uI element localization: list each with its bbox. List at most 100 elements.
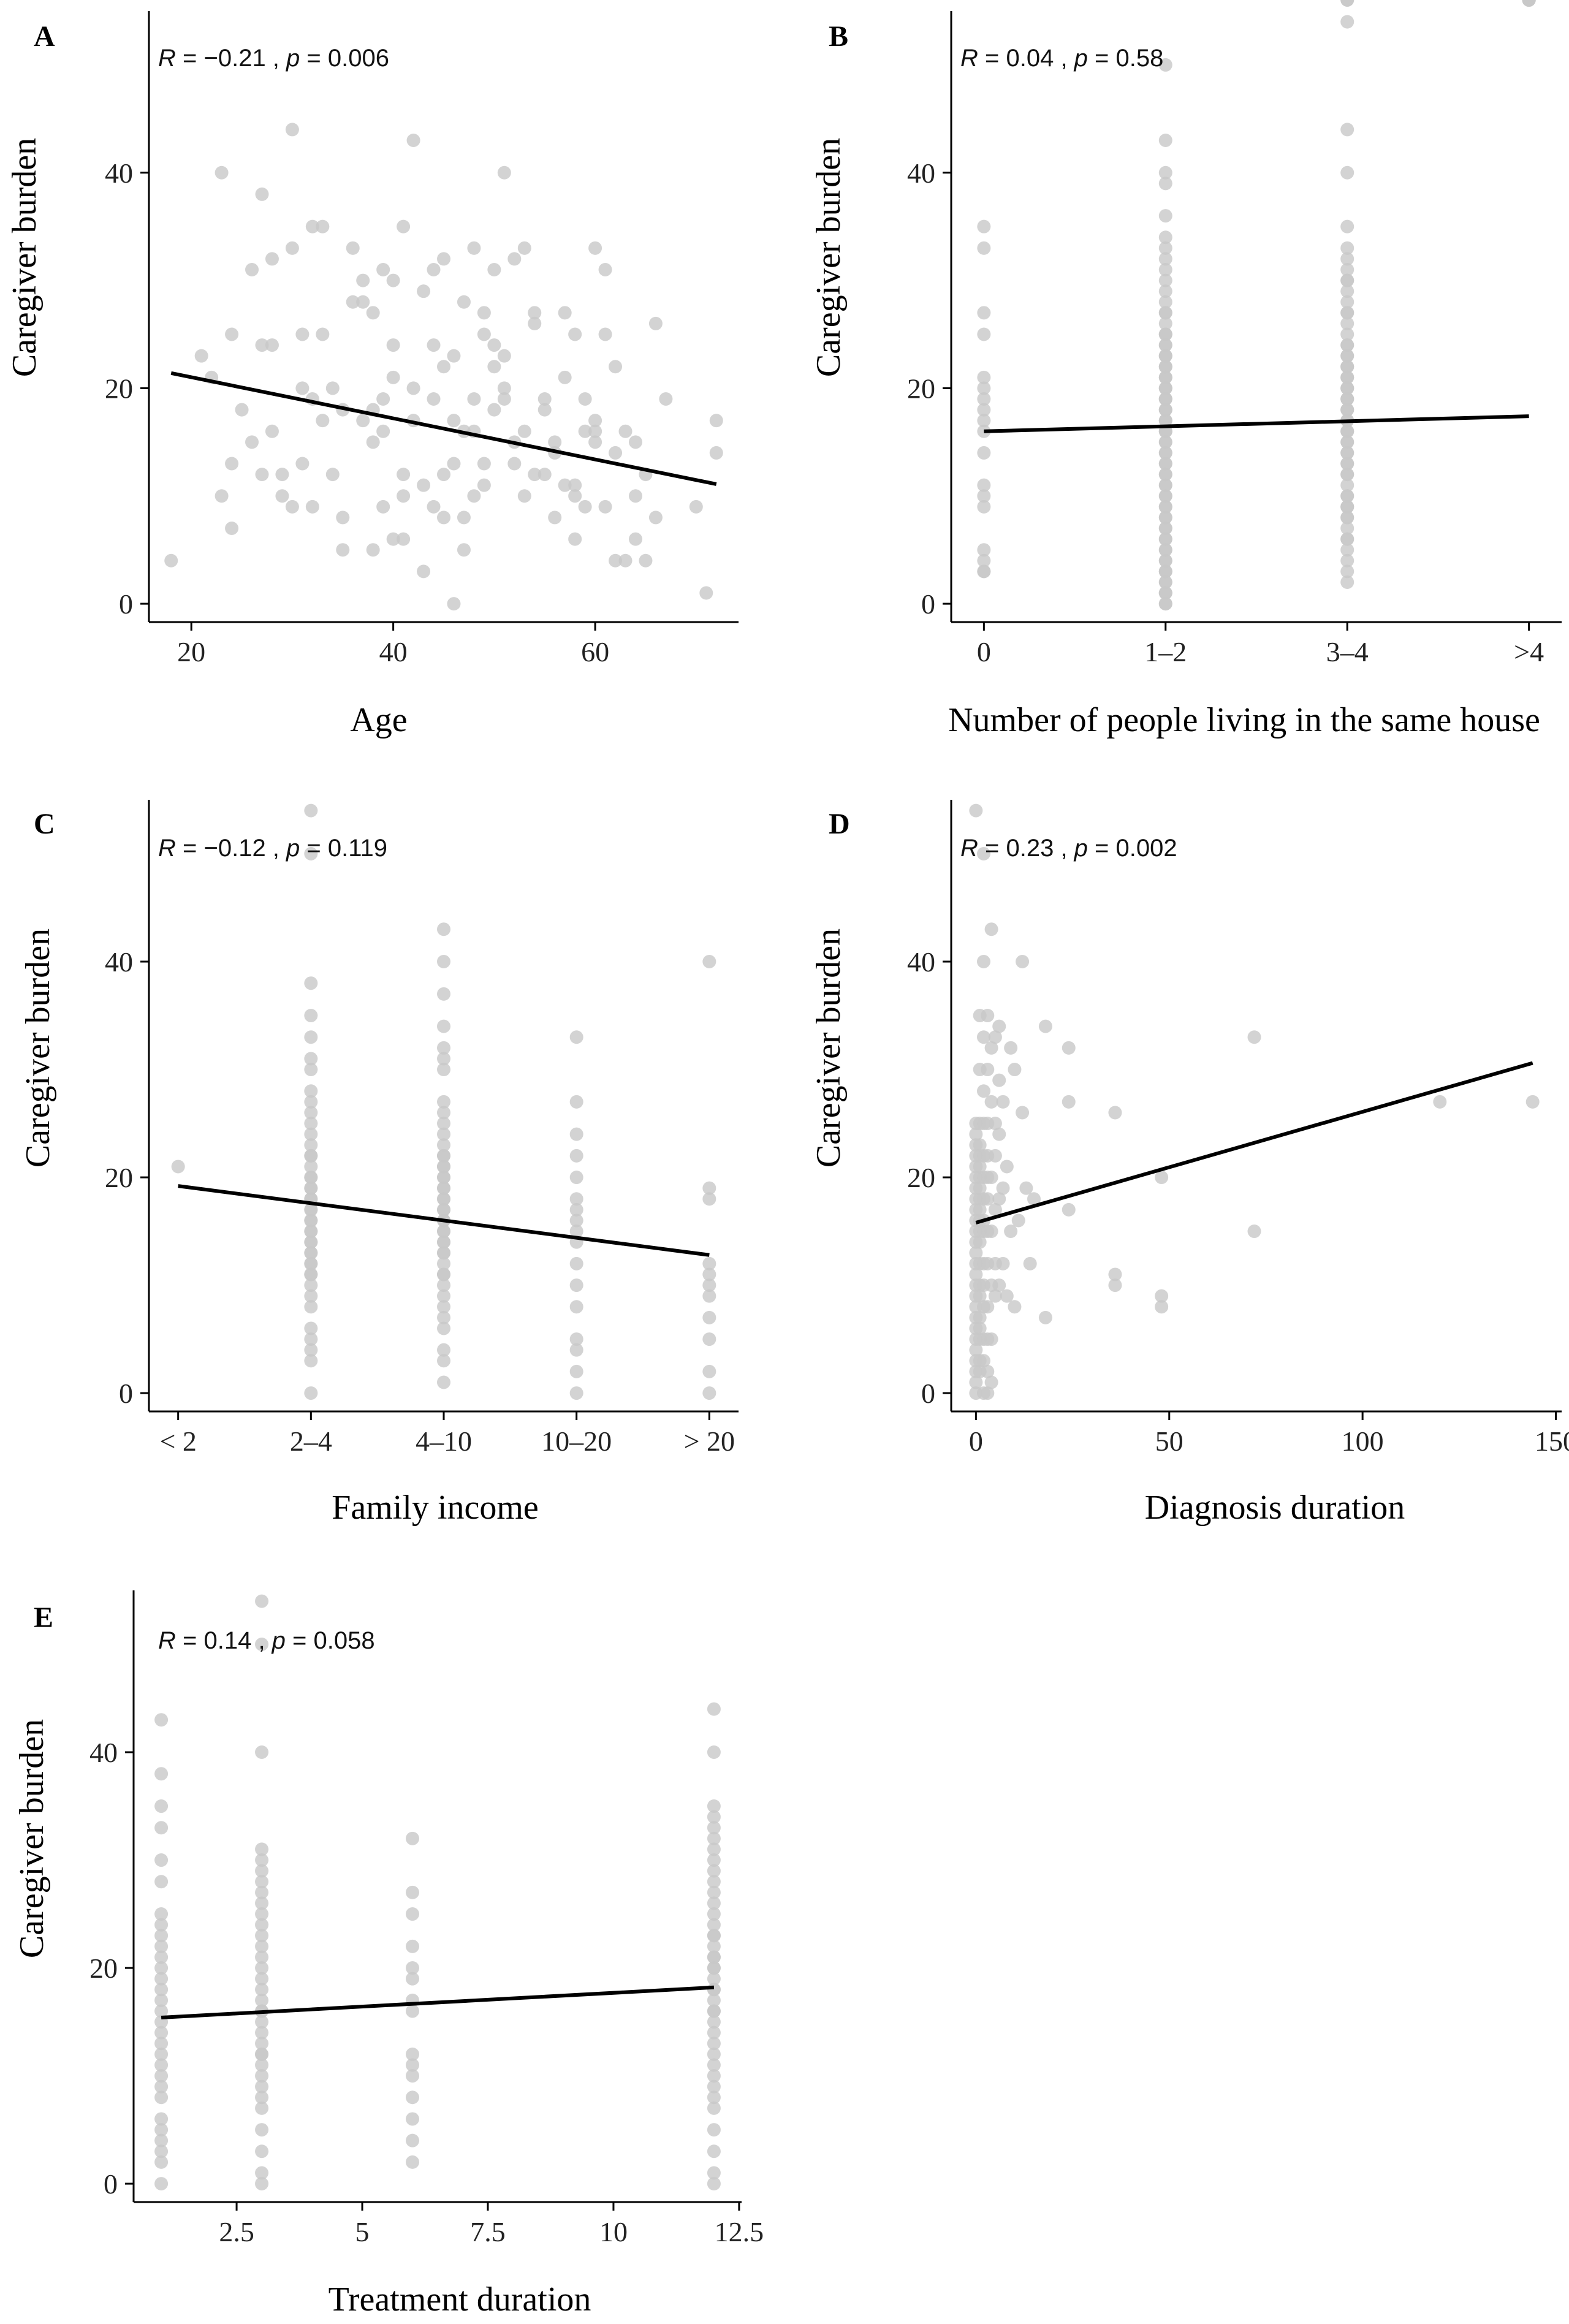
scatter-point (988, 1289, 1002, 1303)
scatter-point (437, 360, 450, 374)
scatter-point (992, 1019, 1006, 1033)
scatter-point (1340, 543, 1354, 557)
scatter-point (1158, 468, 1172, 482)
scatter-point (988, 1030, 1002, 1044)
scatter-point (981, 1192, 995, 1206)
scatter-point (1340, 252, 1354, 266)
scatter-point (406, 1885, 420, 1899)
r-value: = −0.21 , (183, 45, 286, 72)
scatter-point (709, 446, 723, 460)
scatter-point (235, 403, 249, 417)
scatter-point (304, 1332, 318, 1346)
scatter-point (154, 2090, 169, 2105)
scatter-point (154, 1918, 169, 1932)
scatter-point (304, 1063, 318, 1077)
scatter-point (973, 1202, 987, 1217)
scatter-point (569, 1386, 583, 1400)
scatter-point (1004, 1225, 1018, 1239)
scatter-point (977, 381, 991, 395)
scatter-point (981, 1009, 995, 1023)
scatter-point (707, 1993, 721, 2007)
scatter-point (255, 1875, 269, 1889)
scatter-point (707, 2123, 721, 2137)
scatter-point (406, 1939, 420, 1953)
scatter-point (437, 1375, 450, 1389)
scatter-point (1158, 273, 1172, 287)
scatter-point (569, 1213, 583, 1228)
scatter-point (255, 2015, 269, 2029)
scatter-point (406, 2155, 420, 2169)
scatter-point (598, 499, 612, 514)
scatter-point (437, 1052, 450, 1066)
scatter-point (304, 1386, 318, 1400)
scatter-point (707, 1983, 721, 1997)
scatter-point (558, 370, 572, 384)
y-tick-label: 20 (907, 1162, 935, 1193)
scatter-point (1340, 424, 1354, 438)
scatter-point (255, 1972, 269, 1986)
scatter-point (973, 1289, 987, 1303)
correlation-annotation: R = −0.21 , p = 0.006 (158, 45, 389, 72)
scatter-point (1340, 219, 1354, 234)
scatter-point (447, 597, 461, 611)
scatter-point (1158, 489, 1172, 503)
scatter-point (569, 1300, 583, 1314)
scatter-point (304, 1106, 318, 1120)
scatter-point (336, 511, 350, 525)
scatter-point (1340, 370, 1354, 384)
scatter-point (969, 1246, 983, 1260)
scatter-point (702, 1192, 716, 1206)
scatter-point (977, 392, 991, 406)
scatter-point (215, 165, 229, 180)
scatter-point (154, 2069, 169, 2083)
scatter-point (397, 468, 411, 482)
scatter-point (707, 2047, 721, 2061)
scatter-point (1108, 1267, 1122, 1282)
scatter-point (639, 553, 653, 568)
scatter-point (154, 1929, 169, 1943)
scatter-point (265, 338, 279, 352)
y-tick-label: 0 (921, 1378, 935, 1409)
scatter-point (977, 241, 991, 255)
scatter-point (569, 1095, 583, 1109)
scatter-point (981, 1386, 995, 1400)
y-tick-label: 40 (105, 946, 133, 978)
scatter-point (1158, 263, 1172, 277)
scatter-point (1027, 1192, 1041, 1206)
scatter-point (1340, 295, 1354, 309)
scatter-point (984, 1225, 998, 1239)
scatter-point (977, 306, 991, 320)
scatter-point (437, 1160, 450, 1174)
scatter-point (707, 2101, 721, 2115)
scatter-point (538, 392, 552, 406)
scatter-point (1247, 1030, 1261, 1044)
scatter-point (1004, 1041, 1018, 1055)
scatter-point (437, 1127, 450, 1141)
scatter-point (406, 1972, 420, 1986)
scatter-points (171, 803, 716, 1400)
y-tick-label: 40 (105, 158, 133, 189)
scatter-point (356, 295, 370, 309)
scatter-point (437, 1267, 450, 1282)
scatter-point (598, 327, 612, 341)
scatter-point (702, 1256, 716, 1270)
y-axis-title: Caregiver burden (810, 138, 848, 377)
regression-line (161, 1985, 715, 2020)
scatter-point (1158, 252, 1172, 266)
scatter-point (406, 2047, 420, 2061)
x-axis-title: Treatment duration (329, 2280, 591, 2318)
scatter-point (977, 499, 991, 514)
scatter-point (707, 1745, 721, 1760)
x-tick-label: 150 (1535, 1426, 1569, 1457)
scatter-point (1158, 532, 1172, 546)
scatter-point (1247, 1225, 1261, 1239)
scatter-point (225, 327, 239, 341)
scatter-point (973, 1321, 987, 1335)
scatter-point (316, 219, 330, 234)
scatter-point (417, 284, 431, 298)
x-axis-title: Age (350, 701, 407, 739)
scatter-point (1525, 1095, 1540, 1109)
scatter-point (707, 1810, 721, 1824)
scatter-point (702, 1386, 716, 1400)
scatter-point (255, 2037, 269, 2051)
